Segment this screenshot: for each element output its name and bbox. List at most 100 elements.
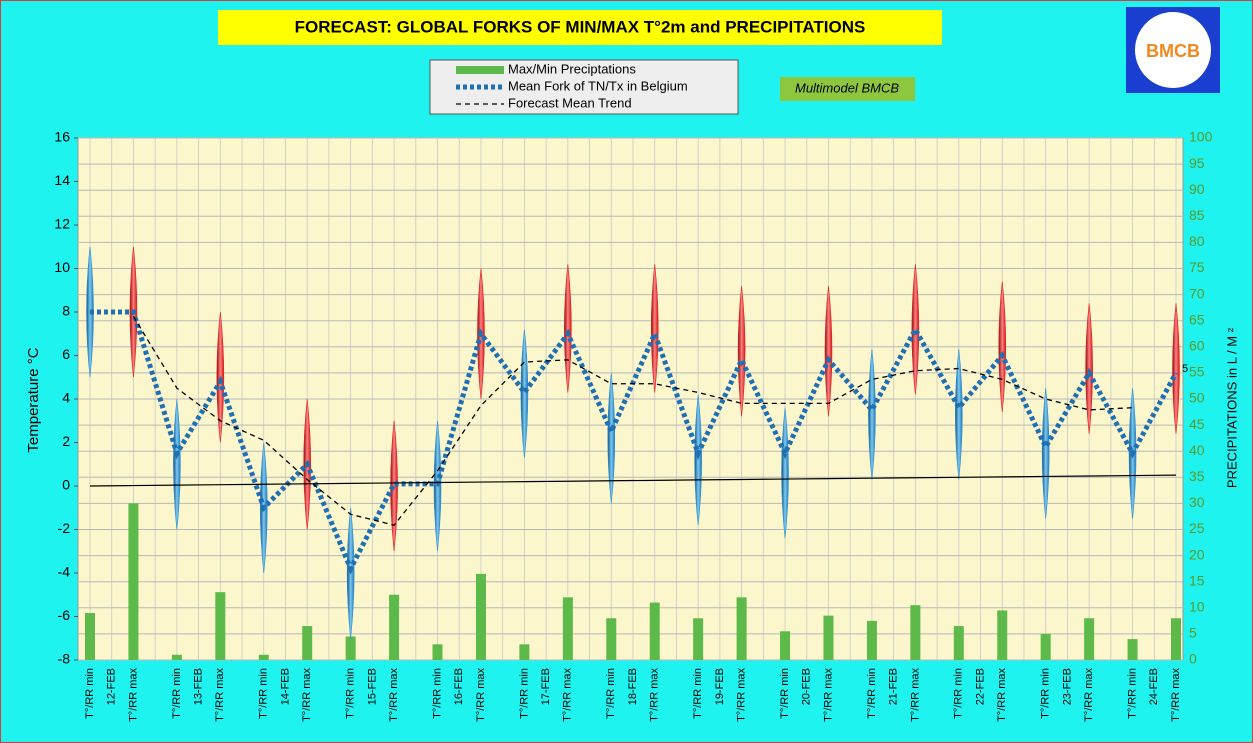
date-label: 18-FEB (627, 668, 639, 705)
y2-tick-label: 80 (1189, 233, 1205, 249)
y2-tick-label: 0 (1189, 651, 1197, 667)
date-label: 22-FEB (974, 668, 986, 705)
chart-title: FORECAST: GLOBAL FORKS OF MIN/MAX T°2m a… (295, 17, 866, 36)
logo-text: BMCB (1146, 41, 1200, 61)
y-tick-label: 16 (54, 129, 70, 145)
precip-bar (519, 644, 530, 660)
precip-bar (475, 573, 486, 660)
precip-bar (302, 626, 313, 660)
x-tick-label: T°/RR min (84, 668, 96, 719)
y2-tick-label: 100 (1189, 129, 1213, 145)
precip-bar (780, 631, 791, 660)
x-tick-label: T°/RR max (736, 668, 748, 722)
series-line (89, 474, 1177, 487)
y2-tick-label: 45 (1189, 416, 1205, 432)
precip-bar (606, 618, 617, 660)
y2-tick-label: 75 (1189, 259, 1205, 275)
y2-tick-label: 90 (1189, 181, 1205, 197)
x-tick-label: T°/RR min (518, 668, 530, 719)
x-tick-label: T°/RR max (214, 668, 226, 722)
y-tick-label: 14 (54, 172, 70, 188)
y-tick-label: -4 (58, 564, 71, 580)
precip-bar (171, 654, 182, 660)
y2-tick-label: 60 (1189, 338, 1205, 354)
y2-tick-label: 65 (1189, 311, 1205, 327)
x-tick-label: T°/RR max (127, 668, 139, 722)
legend-label: Mean Fork of TN/Tx in Belgium (508, 78, 688, 93)
precip-bar (128, 503, 139, 660)
range-spindle (1041, 388, 1050, 519)
x-tick-label: T°/RR max (996, 668, 1008, 722)
x-tick-label: T°/RR max (822, 668, 834, 722)
x-tick-label: T°/RR max (1170, 668, 1182, 722)
y2-tick-label: 40 (1189, 442, 1205, 458)
date-label: 21-FEB (888, 668, 900, 705)
precip-bar (1084, 618, 1095, 660)
x-tick-label: T°/RR min (1040, 668, 1052, 719)
precip-bar (1040, 633, 1051, 660)
y2-tick-label: 85 (1189, 207, 1205, 223)
precip-bar (389, 594, 400, 660)
y2-tick-label: 20 (1189, 546, 1205, 562)
precip-bar (823, 615, 834, 660)
date-label: 19-FEB (714, 668, 726, 705)
date-label: 24-FEB (1148, 668, 1160, 705)
y2-tick-label: 70 (1189, 285, 1205, 301)
y-tick-label: 4 (62, 390, 70, 406)
x-tick-label: T°/RR min (431, 668, 443, 719)
range-spindle (737, 285, 746, 417)
y2-tick-label: 25 (1189, 520, 1205, 536)
y2-tick-label: 5 (1189, 625, 1197, 641)
range-spindle (868, 348, 876, 480)
range-spindle (607, 372, 616, 504)
y-tick-label: 12 (54, 216, 70, 232)
x-tick-label: T°/RR min (345, 668, 357, 719)
x-tick-label: T°/RR max (388, 668, 400, 722)
x-tick-label: T°/RR max (475, 668, 487, 722)
precip-bar (693, 618, 704, 660)
precip-bar (736, 597, 747, 660)
y2-tick-label: 30 (1189, 494, 1205, 510)
y-tick-label: -2 (58, 520, 71, 536)
precip-bar (432, 644, 443, 660)
date-label: 14-FEB (279, 668, 291, 705)
date-label: 16-FEB (453, 668, 465, 705)
range-spindle (650, 264, 659, 393)
x-tick-label: T°/RR max (649, 668, 661, 722)
annotation-box (780, 77, 915, 101)
logo-circle (1135, 12, 1211, 88)
precip-bar (258, 654, 269, 660)
x-tick-label: T°/RR min (1126, 668, 1138, 719)
date-label: 20-FEB (801, 668, 813, 705)
x-tick-label: T°/RR max (909, 668, 921, 722)
y-tick-label: 6 (62, 346, 70, 362)
annotation: Multimodel BMCB (795, 80, 899, 95)
y2-axis-title: PRECIPITATIONS in L / M ² (1224, 327, 1239, 488)
date-label: 12-FEB (106, 668, 118, 705)
x-tick-label: T°/RR min (258, 668, 270, 719)
x-tick-label: T°/RR min (779, 668, 791, 719)
x-tick-label: T°/RR min (866, 668, 878, 719)
range-spindle (1172, 303, 1180, 434)
y-tick-label: -6 (58, 607, 71, 623)
precip-bar (215, 592, 226, 660)
range-spindle (694, 394, 702, 526)
precip-bar (1171, 618, 1181, 660)
legend-label: Max/Min Preciptations (508, 61, 636, 76)
range-spindle (824, 285, 833, 417)
y2-tick-label: 95 (1189, 155, 1205, 171)
precip-bar (85, 613, 95, 660)
x-tick-label: T°/RR max (562, 668, 574, 722)
x-tick-label: T°/RR min (171, 668, 183, 719)
y2-tick-label: 15 (1189, 572, 1205, 588)
date-label: 17-FEB (540, 668, 552, 705)
y-tick-label: 8 (62, 303, 70, 319)
date-label: 15-FEB (366, 668, 378, 705)
x-tick-label: T°/RR max (1083, 668, 1095, 722)
legend-swatch (456, 66, 504, 74)
range-spindle (955, 348, 963, 480)
series-line (132, 316, 1133, 526)
y-axis-title: Temperature °C (25, 347, 42, 452)
precip-bar (866, 620, 877, 660)
